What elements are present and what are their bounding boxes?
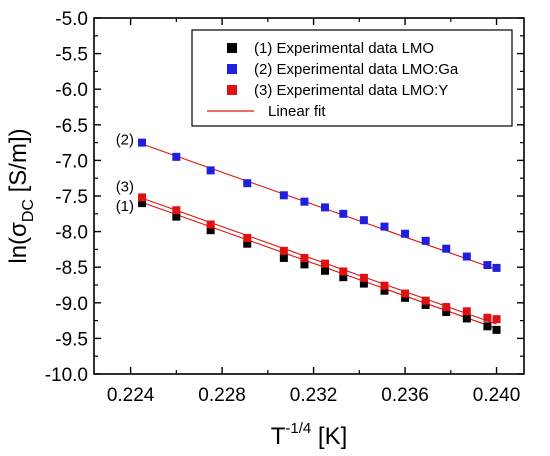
data-point [462, 252, 471, 261]
data-point [279, 253, 288, 262]
legend-marker [227, 64, 237, 74]
data-point [279, 191, 288, 200]
y-tick-label: -8.5 [55, 258, 88, 279]
legend-entry-label: (2) Experimental data LMO:Ga [254, 61, 459, 78]
data-point [462, 314, 471, 323]
legend-marker [227, 43, 237, 53]
data-point [421, 236, 430, 245]
data-point [206, 220, 215, 229]
data-point [206, 226, 215, 235]
data-point [339, 273, 348, 282]
data-point [300, 197, 309, 206]
series-label: (2) [116, 132, 134, 149]
data-point [359, 279, 368, 288]
data-point [321, 259, 330, 268]
data-point [243, 239, 252, 248]
data-point [421, 300, 430, 309]
x-axis-title-base: T [271, 423, 286, 450]
data-point [483, 313, 492, 322]
fit-line [141, 197, 497, 325]
y-tick-label: -5.0 [55, 9, 88, 30]
data-point [206, 166, 215, 175]
fit-line [141, 201, 497, 329]
axis-titles: T-1/4 [K] ln(σDC [S/m]) [5, 128, 347, 450]
legend-marker [227, 85, 237, 95]
data-point [172, 206, 181, 215]
plot-area: (1) (2) (3) [116, 132, 501, 334]
axes: 0.224 0.228 0.232 0.236 0.240 -10.0 -9.5 -9.0 -8… [45, 9, 525, 406]
y-tick-label: -6.0 [55, 80, 88, 101]
y-axis-title: ln(σDC [S/m]) [5, 128, 37, 263]
data-point [492, 325, 501, 334]
y-tick-label: -10.0 [45, 365, 88, 386]
data-point [339, 209, 348, 218]
data-point [243, 179, 252, 188]
data-point [300, 253, 309, 262]
legend-entry-label: Linear fit [268, 103, 326, 120]
data-point [492, 315, 501, 324]
data-point [138, 199, 147, 208]
x-tick-label: 0.232 [290, 385, 338, 406]
data-point [442, 244, 451, 253]
y-axis-title-unit: [S/m]) [5, 128, 32, 199]
data-point [492, 263, 501, 272]
data-point [380, 286, 389, 295]
data-point [279, 246, 288, 255]
data-point [321, 266, 330, 275]
x-axis-title-exponent: -1/4 [285, 420, 311, 437]
legend: (1) Experimental data LMO (2) Experimenta… [191, 29, 513, 127]
data-point [359, 273, 368, 282]
y-axis-title-subscript: DC [20, 199, 37, 222]
data-point [359, 216, 368, 225]
x-tick-label: 0.228 [198, 385, 246, 406]
data-point [401, 289, 410, 298]
data-point [300, 260, 309, 269]
data-point [243, 234, 252, 243]
data-point [401, 293, 410, 302]
x-tick-label: 0.236 [381, 385, 429, 406]
data-point [442, 303, 451, 312]
data-point [462, 307, 471, 316]
data-point [172, 212, 181, 221]
y-tick-label: -7.5 [55, 187, 88, 208]
y-tick-label: -5.5 [55, 45, 88, 66]
series-label: (1) [116, 198, 134, 215]
data-point [138, 193, 147, 202]
data-point [380, 281, 389, 290]
legend-entry-label: (3) Experimental data LMO:Y [254, 82, 448, 99]
x-tick-label: 0.224 [107, 385, 155, 406]
fit-line [141, 143, 497, 270]
x-tick-label: 0.240 [473, 385, 521, 406]
y-tick-label: -9.5 [55, 329, 88, 350]
series-label: (3) [116, 178, 134, 195]
data-point [138, 138, 147, 147]
x-axis-title-unit: [K] [311, 423, 347, 450]
data-point [483, 261, 492, 270]
data-point [339, 267, 348, 276]
data-point [483, 322, 492, 331]
data-point [421, 296, 430, 305]
y-tick-label: -6.5 [55, 116, 88, 137]
legend-box [191, 29, 513, 127]
x-axis-title: T-1/4 [K] [271, 420, 348, 450]
data-point [380, 222, 389, 231]
y-tick-label: -9.0 [55, 294, 88, 315]
y-tick-label: -7.0 [55, 151, 88, 172]
data-point [321, 203, 330, 212]
data-point [401, 229, 410, 238]
y-tick-label: -8.0 [55, 223, 88, 244]
data-point [172, 152, 181, 161]
data-point [442, 308, 451, 317]
legend-entry-label: (1) Experimental data LMO [254, 40, 434, 57]
y-axis-title-base: ln(σ [5, 222, 32, 264]
